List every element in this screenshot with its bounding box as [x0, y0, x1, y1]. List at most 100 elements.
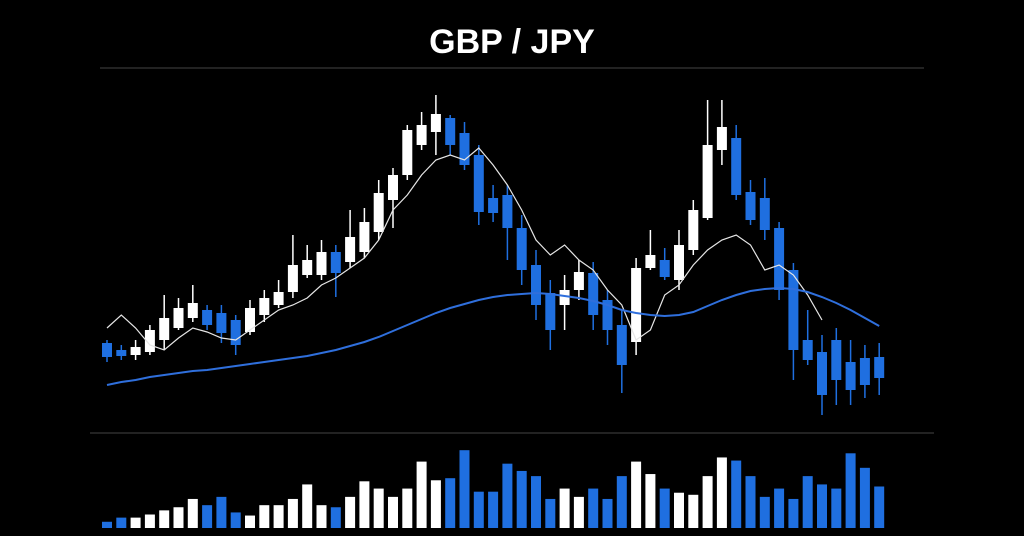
candle-body [230, 320, 241, 345]
candle-body [602, 300, 613, 330]
volume-bar [731, 460, 742, 528]
volume-bar [616, 476, 627, 528]
volume-bar [674, 492, 684, 528]
candle-body [559, 290, 570, 305]
volume-bar [645, 474, 656, 528]
volume-bar [144, 514, 155, 528]
candle-body [731, 138, 742, 195]
volume-bar [330, 507, 341, 528]
candle-body [445, 118, 456, 145]
candle-body [130, 347, 141, 355]
volume-bar [802, 476, 813, 528]
volume-bar [116, 517, 127, 528]
candle-body [259, 298, 270, 315]
volume-bar [430, 480, 441, 528]
candle-body [488, 198, 499, 213]
candle-body [716, 127, 727, 150]
volume-bar [602, 498, 613, 528]
candle-body [459, 133, 470, 165]
volume-bar [173, 507, 184, 528]
candle-body [187, 303, 198, 318]
candle-body [702, 145, 713, 218]
volume-bar [488, 491, 499, 528]
volume-bar [759, 496, 770, 528]
candle-body [302, 260, 313, 275]
volume-bar [388, 496, 398, 528]
volume-bar [187, 498, 198, 528]
volume-bar [831, 488, 842, 528]
volume-bar [273, 505, 284, 528]
volume-bar [845, 453, 856, 528]
volume-bar [774, 488, 785, 528]
volume-bar [817, 484, 827, 528]
volume-bar [788, 498, 799, 528]
candle-body [216, 313, 227, 333]
candle-body [245, 308, 255, 332]
candle-body [402, 130, 413, 175]
candle-body [373, 193, 384, 232]
candle-body [573, 272, 584, 290]
candle-body [287, 265, 298, 292]
candle-body [616, 325, 627, 365]
volume-bar [459, 450, 470, 528]
volume-bar [345, 496, 356, 528]
candle-body [345, 237, 356, 262]
candle-body [473, 155, 484, 212]
candle-body [330, 252, 341, 273]
volume-bar [416, 461, 427, 528]
volume-bar [688, 494, 699, 528]
candle-body [430, 114, 441, 132]
volume-bar [745, 476, 756, 528]
volume-bar [659, 488, 670, 528]
candle-body [116, 350, 127, 356]
candle-body [631, 268, 642, 342]
volume-bar [287, 498, 298, 528]
volume-bar [859, 467, 870, 528]
volume-bar [502, 463, 513, 528]
chart-title: GBP / JPY [429, 23, 595, 61]
candle-body [588, 273, 599, 315]
candle-body [102, 343, 112, 357]
volume-bar [102, 521, 112, 528]
candle-body [659, 260, 670, 277]
volume-bar [716, 457, 727, 528]
candle-body [831, 340, 842, 380]
volume-bar [516, 470, 527, 528]
volume-bar [216, 496, 227, 528]
volume-bar [573, 496, 584, 528]
volume-bar [359, 481, 370, 528]
volume-bar [316, 505, 327, 528]
candle-body [316, 252, 327, 275]
volume-bar [130, 517, 141, 528]
volume-bar [259, 505, 270, 528]
candle-body [688, 210, 699, 250]
volume-bar [159, 510, 170, 528]
candle-body [645, 255, 656, 268]
candle-body [202, 310, 213, 325]
candle-body [788, 270, 799, 350]
candle-body [173, 308, 184, 328]
candle-body [388, 175, 398, 200]
moving-average [106, 147, 823, 351]
volume-bar [588, 488, 599, 528]
candle-body [159, 318, 170, 340]
volume-bar [230, 512, 241, 528]
volume-bar [302, 484, 313, 528]
candle-body [845, 362, 856, 390]
candle-body [745, 192, 756, 220]
volume-bar [545, 498, 556, 528]
candle-body [759, 198, 770, 230]
volume-bar [631, 461, 642, 528]
candle-body [874, 357, 885, 378]
candle-body [516, 228, 527, 270]
candle-body [359, 222, 370, 252]
candle-body [545, 293, 556, 330]
candle-body [674, 245, 684, 280]
volume-bar [473, 491, 484, 528]
candle-body [817, 352, 827, 395]
volume-bar [202, 505, 213, 528]
volume-bar [245, 515, 255, 528]
volume-bar [874, 486, 885, 528]
